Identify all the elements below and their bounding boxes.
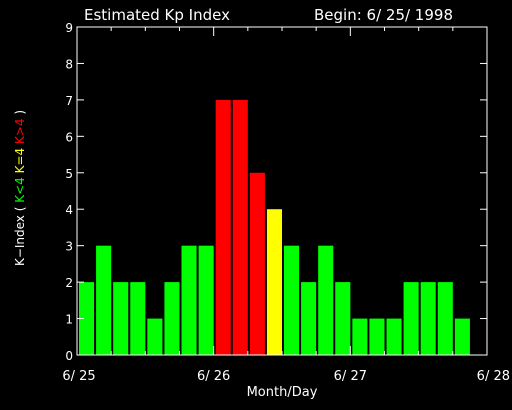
y-tick-label: 9 <box>65 21 73 35</box>
kp-bar <box>352 318 368 355</box>
y-tick-label: 5 <box>65 167 73 181</box>
y-tick-label: 6 <box>65 130 73 144</box>
kp-bar <box>386 318 402 355</box>
x-tick-label: 6/ 28 <box>477 369 510 384</box>
legend-entry: K>4 <box>13 118 27 147</box>
y-label-text: ) <box>13 110 27 119</box>
kp-bar <box>284 245 300 355</box>
y-tick-label: 3 <box>65 240 73 254</box>
x-tick-label: 6/ 26 <box>197 369 230 384</box>
kp-bar <box>301 282 317 355</box>
legend-entry: K<4 <box>13 177 27 206</box>
kp-bar <box>96 245 112 355</box>
begin-date: Begin: 6/ 25/ 1998 <box>314 6 453 24</box>
x-axis-label: Month/Day <box>247 385 318 400</box>
kp-bar <box>369 318 385 355</box>
y-label-text: K−Index ( <box>13 207 27 266</box>
kp-bar <box>335 282 351 355</box>
kp-bar <box>232 99 248 355</box>
kp-bar <box>113 282 129 355</box>
kp-bar <box>181 245 197 355</box>
kp-bar <box>318 245 334 355</box>
kp-bar <box>266 209 282 355</box>
bars-group <box>79 99 470 355</box>
y-tick-label: 0 <box>65 349 73 363</box>
kp-bar <box>147 318 163 355</box>
kp-bar <box>437 282 453 355</box>
kp-bar <box>454 318 470 355</box>
x-axis: 6/ 25 6/ 26 6/ 27 6/ 28 <box>62 27 510 384</box>
kp-bar <box>249 172 265 355</box>
kp-bar <box>164 282 180 355</box>
y-tick-label: 2 <box>65 276 73 290</box>
kp-bar <box>215 99 231 355</box>
y-tick-label: 7 <box>65 94 73 108</box>
legend-entry: K=4 <box>13 148 27 177</box>
y-tick-label: 8 <box>65 57 73 71</box>
y-axis-label: K−Index ( K<4 K=4 K>4 ) <box>13 110 27 266</box>
chart-title: Estimated Kp Index <box>84 6 230 24</box>
y-axis: 0 1 2 3 4 5 6 7 8 9 <box>65 21 487 363</box>
kp-bar <box>79 282 95 355</box>
kp-bar <box>198 245 214 355</box>
x-tick-label: 6/ 25 <box>62 369 95 384</box>
y-tick-label: 4 <box>65 203 73 217</box>
kp-bar <box>403 282 419 355</box>
y-tick-label: 1 <box>65 313 73 327</box>
x-tick-label: 6/ 27 <box>334 369 367 384</box>
kp-bar <box>420 282 436 355</box>
kp-bar <box>130 282 146 355</box>
